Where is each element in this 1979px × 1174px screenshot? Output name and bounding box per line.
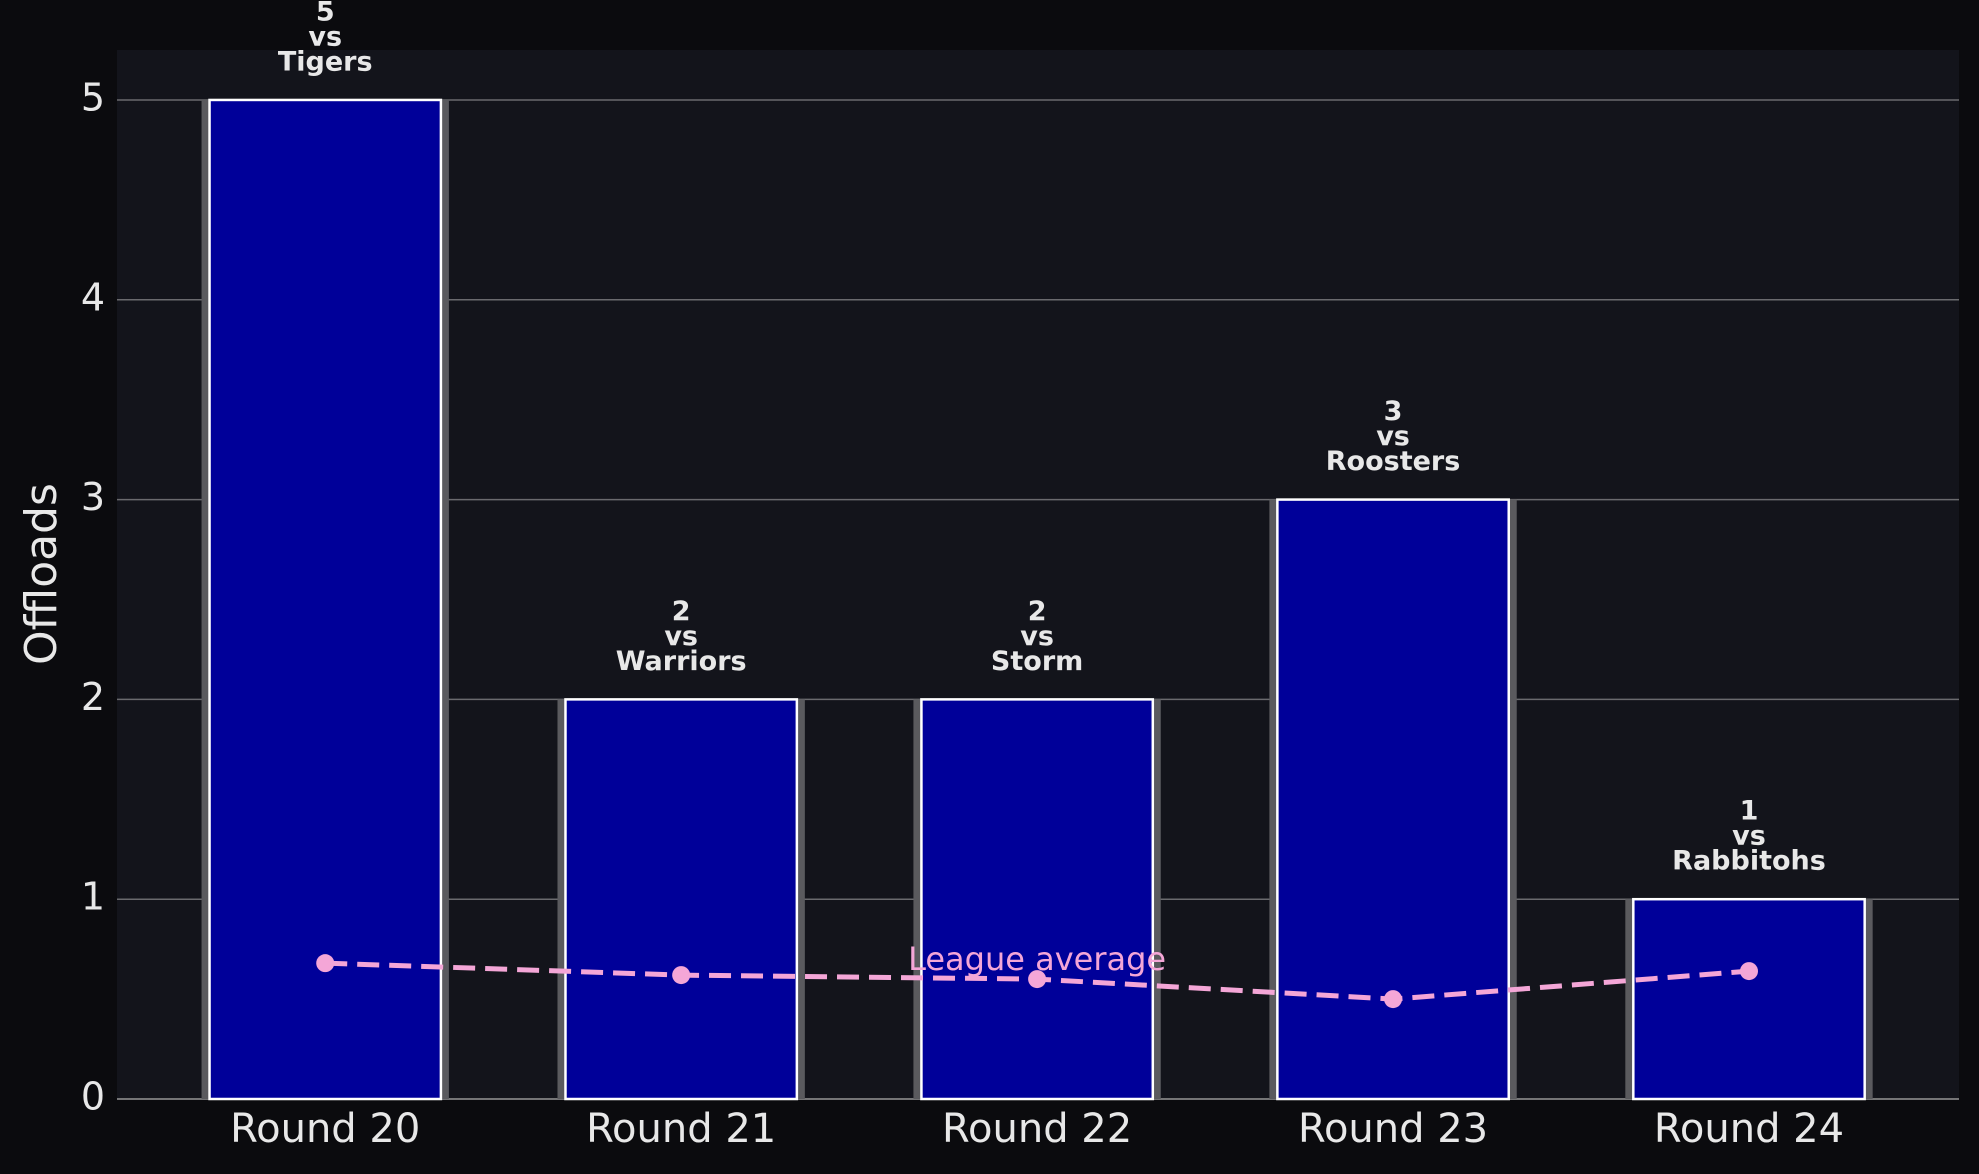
bar-label: Rabbitohs [1672,846,1826,877]
y-tick-label: 2 [81,675,105,719]
bar [1632,897,1866,1101]
bar-label: vs [1020,621,1054,652]
data-label: 5 [316,0,335,27]
data-label: 2 [672,596,691,627]
average-point [1739,962,1758,981]
y-tick-label: 4 [81,275,105,319]
bar [564,698,799,1101]
y-tick-label: 0 [81,1075,105,1119]
x-tick-label: Round 22 [942,1106,1132,1152]
bar-label: vs [664,621,698,652]
x-tick-label: Round 24 [1654,1106,1844,1152]
x-tick-label: Round 20 [230,1106,420,1152]
bar-label: vs [308,21,342,52]
average-point [1384,990,1403,1009]
data-label: 1 [1740,796,1759,827]
average-label: League average [908,940,1166,978]
y-tick-label: 1 [81,875,105,919]
x-tick-label: Round 21 [586,1106,776,1152]
data-label: 3 [1384,396,1403,427]
bar [920,698,1155,1101]
x-tick-label: Round 23 [1298,1106,1488,1152]
bar-label: Roosters [1326,446,1461,477]
average-point [672,966,691,985]
bar-label: Warriors [616,646,747,677]
bar [1276,498,1510,1101]
bar-label: Storm [991,646,1083,677]
data-label: 2 [1028,596,1047,627]
bar [208,98,443,1101]
average-point [1028,970,1047,989]
average-point [316,954,335,973]
bar-label: vs [1732,821,1766,852]
bar-label: vs [1376,421,1410,452]
y-tick-label: 3 [81,475,105,519]
y-axis-label: Offloads [16,483,67,665]
bar-label: Tigers [278,46,373,77]
y-tick-label: 5 [81,75,105,119]
